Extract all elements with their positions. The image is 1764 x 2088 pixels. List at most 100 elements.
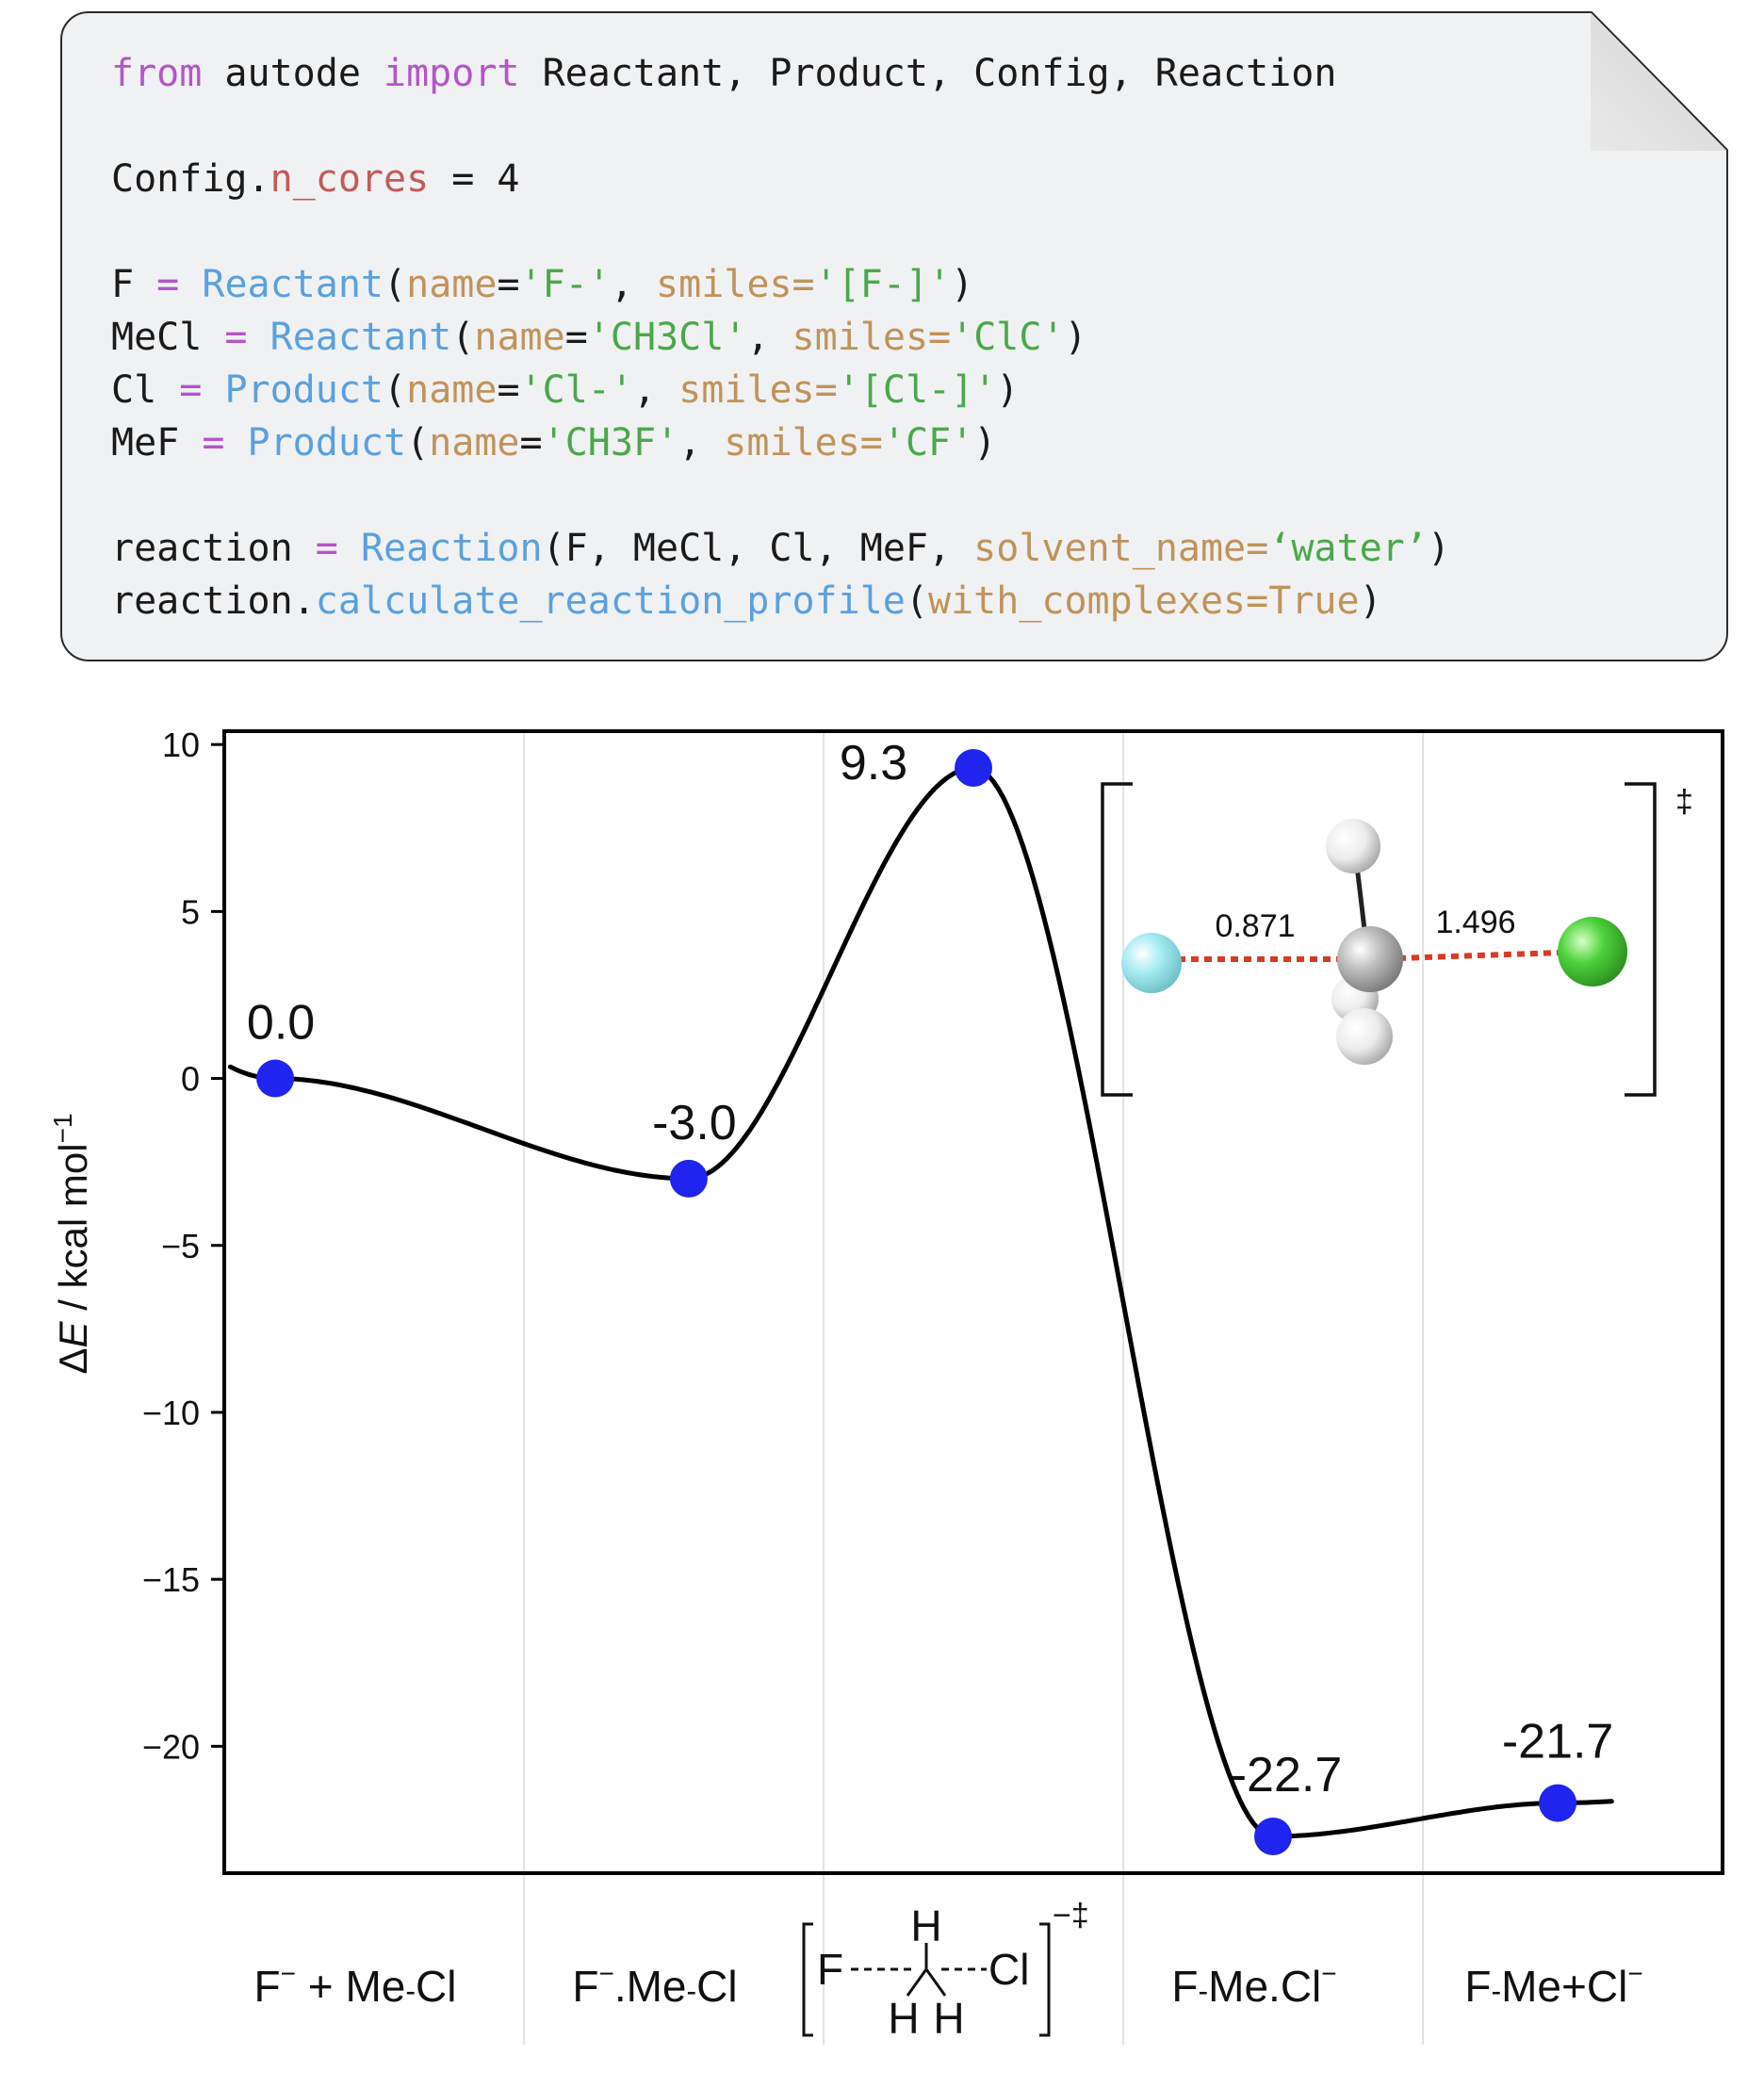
code-token: name [429, 421, 520, 465]
data-label: -21.7 [1502, 1715, 1614, 1770]
code-token: ) [996, 368, 1020, 412]
atom-h-top [1326, 819, 1380, 873]
code-token: import [383, 52, 520, 95]
code-token: 'CF' [882, 421, 974, 465]
category-label-part: Cl [696, 1962, 737, 2011]
code-token: reaction. [111, 579, 316, 623]
category-label-part: F [1171, 1962, 1198, 2011]
code-token: with_complexes=True [927, 579, 1360, 623]
code-token: Reactant [270, 316, 452, 359]
ts-left-bracket [802, 1922, 813, 2037]
category-label-part: - [687, 1974, 697, 2008]
atom-c [1337, 926, 1403, 992]
code-token: Cl [111, 368, 180, 412]
code-token: ) [1064, 316, 1087, 359]
y-axis-label: ΔE / kcal mol−1 [48, 1113, 95, 1374]
ts-atom-cl: Cl [988, 1945, 1029, 1994]
code-token: = [179, 368, 203, 412]
data-label: 9.3 [840, 736, 907, 791]
code-token: = [497, 263, 520, 306]
code-token: = [564, 316, 588, 359]
code-token: Product [247, 421, 407, 465]
ts-atom-h-top: H [910, 1901, 941, 1950]
category-label: F− + Me-Cl [254, 1959, 457, 2011]
code-token: autode [202, 52, 384, 95]
code-token: = [156, 263, 180, 306]
y-tick-label: 10 [162, 726, 200, 764]
code-token [202, 368, 224, 412]
code-token: 'F-' [519, 263, 611, 306]
code-token: '[F-]' [814, 263, 952, 306]
y-tick-label: 5 [181, 892, 200, 931]
code-token: reaction [111, 527, 316, 570]
category-label-part: .Me [614, 1962, 687, 2011]
code-token: ) [1359, 579, 1382, 623]
data-point [955, 748, 992, 787]
code-token: 'ClC' [951, 316, 1065, 359]
ts-atom-f: F [817, 1945, 843, 1994]
data-point [256, 1059, 295, 1098]
code-token: , [678, 421, 725, 465]
category-label-part: F [254, 1962, 281, 2011]
category-label-part: − [1321, 1959, 1336, 1988]
ts-right-bracket [1039, 1922, 1051, 2037]
category-label-part: - [1198, 1974, 1208, 2008]
code-token: ( [384, 263, 407, 306]
data-labels: 0.0 -3.0 9.3 -22.7 -21.7 [247, 736, 1613, 1803]
code-line [111, 469, 1450, 522]
axes: 10 5 0 −5 −10 −15 −20 [142, 726, 1724, 1875]
reaction-profile-chart: 10 5 0 −5 −10 −15 −20 0.0 -3.0 9.3 -22.7 -21.7 F− … [48, 726, 1724, 2045]
grid-lines [523, 731, 1424, 2045]
code-token: = [497, 368, 520, 412]
category-label-part: Cl [416, 1962, 456, 2011]
category-label-part: Me.Cl [1208, 1962, 1321, 2011]
code-token: ( [905, 579, 928, 623]
code-token: = [315, 527, 338, 570]
profile-curve-group [227, 765, 1614, 1839]
ts-charge: −‡ [1053, 1898, 1089, 1933]
code-token: F [111, 263, 157, 306]
code-token: smiles= [724, 421, 883, 465]
code-token: name [406, 263, 498, 306]
code-card [60, 11, 1728, 661]
category-label-part: - [405, 1974, 416, 2008]
code-token: ) [951, 263, 974, 306]
data-point [1539, 1784, 1577, 1822]
code-token: solvent_name= [973, 527, 1269, 570]
code-token: = [519, 421, 543, 465]
code-line: reaction.calculate_reaction_profile(with… [111, 575, 1450, 628]
code-token: = [224, 316, 248, 359]
category-label-part: + Me [296, 1962, 405, 2011]
data-point [669, 1159, 708, 1198]
inset-right-bracket [1625, 782, 1657, 1097]
code-line [111, 205, 1450, 258]
code-token: calculate_reaction_profile [315, 579, 906, 623]
code-block: from autode import Reactant, Product, Co… [111, 47, 1450, 628]
code-token: Reactant, Product, Config, Reaction [519, 52, 1337, 95]
code-line: Cl = Product(name='Cl-', smiles='[Cl-]') [111, 364, 1450, 416]
code-token: , [746, 316, 792, 359]
code-token: ) [973, 421, 997, 465]
code-token [338, 527, 361, 570]
inset-ts-mark: ‡ [1675, 784, 1693, 820]
y-tick-label: −10 [142, 1394, 200, 1432]
ts-bond-h-left [906, 1968, 928, 1997]
code-token: = 4 [429, 157, 520, 201]
code-line: F = Reactant(name='F-', smiles='[F-]') [111, 258, 1450, 311]
code-line: from autode import Reactant, Product, Co… [111, 47, 1450, 100]
category-label: F-Me+Cl− [1464, 1959, 1642, 2011]
atom-f [1121, 933, 1182, 993]
ts-atom-h-left: H [888, 1994, 919, 2043]
code-token: Reactant [202, 263, 384, 306]
category-label-part: − [598, 1959, 613, 1988]
bond-length-left: 0.871 [1215, 908, 1295, 944]
category-label: F-Me.Cl− [1171, 1959, 1336, 2011]
category-label-part: Me+Cl [1501, 1962, 1627, 2011]
code-token: 'Cl-' [519, 368, 633, 412]
code-token: ) [1427, 527, 1450, 570]
data-points [256, 748, 1577, 1856]
code-token: 'CH3F' [542, 421, 679, 465]
category-label-part: F [572, 1962, 598, 2011]
data-label: 0.0 [247, 996, 315, 1051]
